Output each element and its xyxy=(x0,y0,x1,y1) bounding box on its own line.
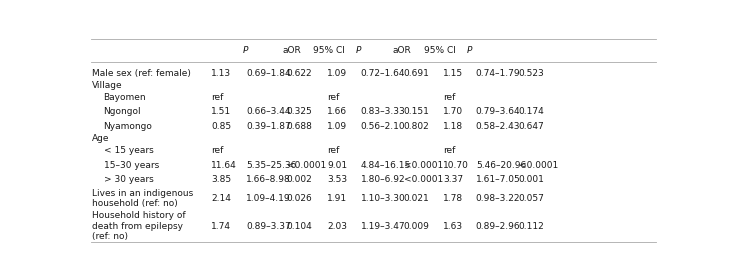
Text: aOR: aOR xyxy=(283,46,301,55)
Text: 0.057: 0.057 xyxy=(519,194,545,203)
Text: 0.688: 0.688 xyxy=(286,122,313,131)
Text: 0.021: 0.021 xyxy=(404,194,429,203)
Text: 0.622: 0.622 xyxy=(286,69,312,78)
Text: 5.46–20.96: 5.46–20.96 xyxy=(476,160,526,169)
Text: 3.37: 3.37 xyxy=(443,175,463,184)
Text: 0.89–3.37: 0.89–3.37 xyxy=(246,222,291,231)
Text: 0.98–3.22: 0.98–3.22 xyxy=(476,194,521,203)
Text: 1.09–4.19: 1.09–4.19 xyxy=(246,194,291,203)
Text: 0.026: 0.026 xyxy=(286,194,312,203)
Text: 1.91: 1.91 xyxy=(327,194,348,203)
Text: 1.51: 1.51 xyxy=(211,107,231,116)
Text: 0.58–2.43: 0.58–2.43 xyxy=(476,122,521,131)
Text: 1.66: 1.66 xyxy=(327,107,348,116)
Text: 10.70: 10.70 xyxy=(443,160,469,169)
Text: 0.56–2.10: 0.56–2.10 xyxy=(361,122,405,131)
Text: 9.01: 9.01 xyxy=(327,160,348,169)
Text: 95% CI: 95% CI xyxy=(313,46,345,55)
Text: 1.09: 1.09 xyxy=(327,69,348,78)
Text: 3.53: 3.53 xyxy=(327,175,348,184)
Text: 5.35–25.36: 5.35–25.36 xyxy=(246,160,296,169)
Text: 2.03: 2.03 xyxy=(327,222,347,231)
Text: ref: ref xyxy=(443,146,456,155)
Text: ref: ref xyxy=(211,93,223,102)
Text: 0.647: 0.647 xyxy=(519,122,545,131)
Text: P: P xyxy=(467,46,472,55)
Text: 0.69–1.84: 0.69–1.84 xyxy=(246,69,291,78)
Text: 1.70: 1.70 xyxy=(443,107,463,116)
Text: ref: ref xyxy=(211,146,223,155)
Text: 0.523: 0.523 xyxy=(519,69,545,78)
Text: 0.002: 0.002 xyxy=(286,175,312,184)
Text: 1.19–3.47: 1.19–3.47 xyxy=(361,222,405,231)
Text: 1.13: 1.13 xyxy=(211,69,231,78)
Text: 1.15: 1.15 xyxy=(443,69,463,78)
Text: 0.39–1.87: 0.39–1.87 xyxy=(246,122,291,131)
Text: 95% CI: 95% CI xyxy=(424,46,456,55)
Text: 4.84–16.15: 4.84–16.15 xyxy=(361,160,411,169)
Text: 0.174: 0.174 xyxy=(519,107,545,116)
Text: > 30 years: > 30 years xyxy=(104,175,153,184)
Text: <0.0001: <0.0001 xyxy=(404,160,443,169)
Text: 0.74–1.79: 0.74–1.79 xyxy=(476,69,521,78)
Text: <0.0001: <0.0001 xyxy=(404,175,443,184)
Text: 0.691: 0.691 xyxy=(404,69,429,78)
Text: 0.83–3.33: 0.83–3.33 xyxy=(361,107,405,116)
Text: P: P xyxy=(243,46,248,55)
Text: Household history of
death from epilepsy
(ref: no): Household history of death from epilepsy… xyxy=(93,211,186,241)
Text: Male sex (ref: female): Male sex (ref: female) xyxy=(93,69,191,78)
Text: 1.63: 1.63 xyxy=(443,222,463,231)
Text: 0.001: 0.001 xyxy=(519,175,545,184)
Text: 1.61–7.05: 1.61–7.05 xyxy=(476,175,521,184)
Text: 1.10–3.30: 1.10–3.30 xyxy=(361,194,405,203)
Text: <0.0001: <0.0001 xyxy=(519,160,558,169)
Text: aOR: aOR xyxy=(393,46,412,55)
Text: ref: ref xyxy=(443,93,456,102)
Text: 1.80–6.92: 1.80–6.92 xyxy=(361,175,405,184)
Text: Nyamongo: Nyamongo xyxy=(104,122,152,131)
Text: Age: Age xyxy=(93,134,110,143)
Text: 0.151: 0.151 xyxy=(404,107,429,116)
Text: 1.66–8.98: 1.66–8.98 xyxy=(246,175,291,184)
Text: 0.112: 0.112 xyxy=(519,222,545,231)
Text: ref: ref xyxy=(327,93,340,102)
Text: 2.14: 2.14 xyxy=(211,194,231,203)
Text: 0.66–3.44: 0.66–3.44 xyxy=(246,107,290,116)
Text: Lives in an indigenous
household (ref: no): Lives in an indigenous household (ref: n… xyxy=(93,189,193,208)
Text: 1.78: 1.78 xyxy=(443,194,463,203)
Text: 0.325: 0.325 xyxy=(286,107,312,116)
Text: 0.79–3.64: 0.79–3.64 xyxy=(476,107,521,116)
Text: 11.64: 11.64 xyxy=(211,160,237,169)
Text: 1.09: 1.09 xyxy=(327,122,348,131)
Text: 0.85: 0.85 xyxy=(211,122,231,131)
Text: 3.85: 3.85 xyxy=(211,175,231,184)
Text: Village: Village xyxy=(93,81,123,90)
Text: 15–30 years: 15–30 years xyxy=(104,160,159,169)
Text: 1.18: 1.18 xyxy=(443,122,463,131)
Text: Bayomen: Bayomen xyxy=(104,93,147,102)
Text: ref: ref xyxy=(327,146,340,155)
Text: P: P xyxy=(356,46,361,55)
Text: 0.009: 0.009 xyxy=(404,222,429,231)
Text: < 15 years: < 15 years xyxy=(104,146,153,155)
Text: Ngongol: Ngongol xyxy=(104,107,141,116)
Text: 1.74: 1.74 xyxy=(211,222,231,231)
Text: <0.0001: <0.0001 xyxy=(286,160,326,169)
Text: 0.104: 0.104 xyxy=(286,222,312,231)
Text: 0.72–1.64: 0.72–1.64 xyxy=(361,69,405,78)
Text: 0.802: 0.802 xyxy=(404,122,429,131)
Text: 0.89–2.96: 0.89–2.96 xyxy=(476,222,521,231)
